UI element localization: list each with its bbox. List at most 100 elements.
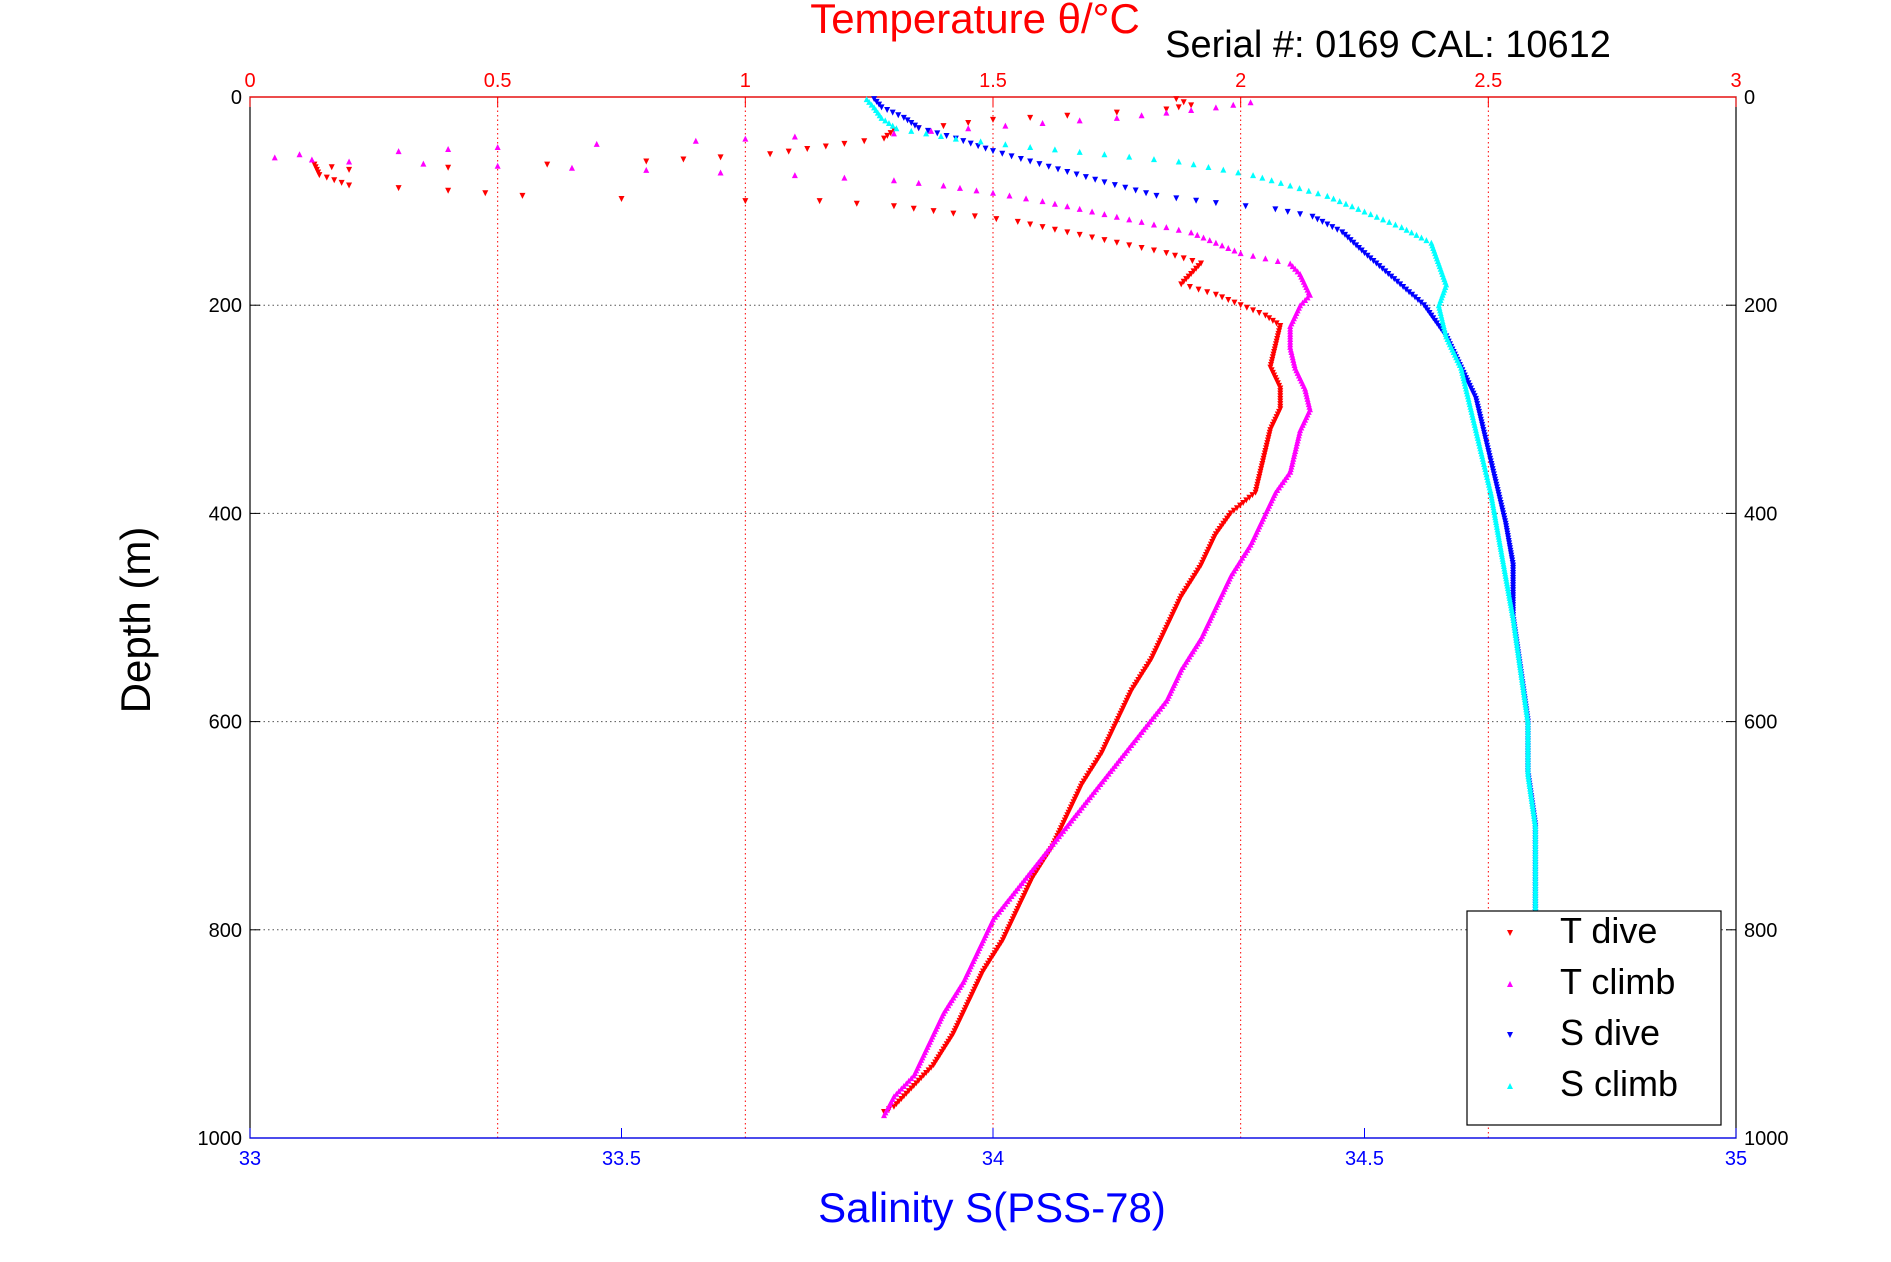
data-point xyxy=(331,177,338,184)
data-point xyxy=(1039,120,1046,127)
bottom-tick-label: 34.5 xyxy=(1345,1148,1384,1170)
data-point xyxy=(1526,780,1533,787)
right-depth-axis: 0 200 400 600 800 1000 xyxy=(1726,87,1789,1150)
data-point xyxy=(395,185,402,192)
data-point xyxy=(1493,523,1500,530)
data-point xyxy=(1503,577,1510,584)
data-point xyxy=(1076,117,1083,124)
data-point xyxy=(1367,211,1374,218)
data-point xyxy=(1039,224,1046,231)
data-point xyxy=(1370,257,1377,264)
data-point xyxy=(323,174,330,181)
data-point xyxy=(1113,114,1120,121)
data-point xyxy=(890,1103,897,1110)
data-point xyxy=(960,138,967,145)
data-point xyxy=(395,148,402,155)
data-point xyxy=(1284,208,1291,215)
data-point xyxy=(890,203,897,210)
data-point xyxy=(1205,163,1212,170)
data-point xyxy=(1493,518,1500,525)
data-point xyxy=(1414,296,1421,303)
data-point xyxy=(1246,494,1253,501)
data-point xyxy=(1511,621,1518,628)
data-point xyxy=(1512,629,1519,636)
data-point xyxy=(1506,592,1513,599)
data-point xyxy=(1498,548,1505,555)
data-point xyxy=(1502,572,1509,579)
data-point xyxy=(1515,654,1522,661)
data-point xyxy=(544,161,551,168)
data-point xyxy=(1506,594,1513,601)
data-point xyxy=(1379,265,1386,272)
data-point xyxy=(890,130,897,137)
data-point xyxy=(1250,252,1257,259)
data-point xyxy=(1510,614,1517,621)
data-point xyxy=(1504,582,1511,589)
data-point xyxy=(1511,624,1518,631)
data-point xyxy=(1403,226,1410,233)
data-point xyxy=(900,1082,907,1089)
data-point xyxy=(1413,231,1420,238)
data-point xyxy=(1518,676,1525,683)
data-point xyxy=(1008,153,1015,160)
data-point xyxy=(1111,182,1118,189)
data-point xyxy=(717,169,724,176)
data-point xyxy=(1194,231,1201,238)
data-point xyxy=(1126,242,1133,249)
data-point xyxy=(915,125,922,132)
data-point xyxy=(1519,681,1526,688)
data-point xyxy=(1513,641,1520,648)
data-point xyxy=(866,98,873,105)
data-point xyxy=(965,120,972,127)
data-point xyxy=(1497,543,1504,550)
data-point xyxy=(975,143,982,150)
data-point xyxy=(1423,237,1430,244)
data-point xyxy=(692,137,699,144)
data-point xyxy=(1512,631,1519,638)
data-point xyxy=(885,120,892,127)
data-point xyxy=(271,154,278,161)
data-point xyxy=(767,151,774,158)
series-s-climb xyxy=(863,96,1539,923)
data-point xyxy=(1500,558,1507,565)
data-point xyxy=(1237,502,1244,509)
legend-label: T climb xyxy=(1560,961,1675,1002)
data-point xyxy=(338,179,345,186)
data-point xyxy=(1490,504,1497,511)
data-point xyxy=(940,182,947,189)
data-point xyxy=(1237,250,1244,257)
data-point xyxy=(1507,599,1514,606)
data-point xyxy=(618,196,625,203)
data-point xyxy=(1113,213,1120,220)
data-point xyxy=(1342,200,1349,207)
data-point xyxy=(1516,656,1523,663)
y-tick-label-right: 1000 xyxy=(1744,1128,1789,1150)
data-point xyxy=(910,205,917,212)
data-point xyxy=(1188,102,1195,109)
top-tick-label: 2.5 xyxy=(1474,70,1502,92)
data-point xyxy=(895,1088,902,1095)
data-point xyxy=(853,200,860,207)
data-point xyxy=(940,123,947,130)
data-point xyxy=(928,127,935,134)
data-point xyxy=(1051,200,1058,207)
data-point xyxy=(1494,528,1501,535)
data-point xyxy=(1126,153,1133,160)
data-point xyxy=(1513,639,1520,646)
data-point xyxy=(1517,666,1524,673)
data-point xyxy=(841,174,848,181)
data-point xyxy=(1400,283,1407,290)
data-point xyxy=(1153,192,1160,199)
data-point xyxy=(1138,112,1145,119)
data-point xyxy=(1089,234,1096,241)
data-point xyxy=(445,187,452,194)
data-point xyxy=(1002,141,1009,148)
data-point xyxy=(1530,807,1537,814)
data-point xyxy=(1017,155,1024,162)
legend: T dive T climb S dive S climb xyxy=(1466,910,1722,1126)
data-point xyxy=(908,120,915,127)
data-point xyxy=(1418,234,1425,241)
top-tick-label: 1.5 xyxy=(979,70,1007,92)
data-point xyxy=(445,164,452,171)
data-point xyxy=(1143,190,1150,197)
